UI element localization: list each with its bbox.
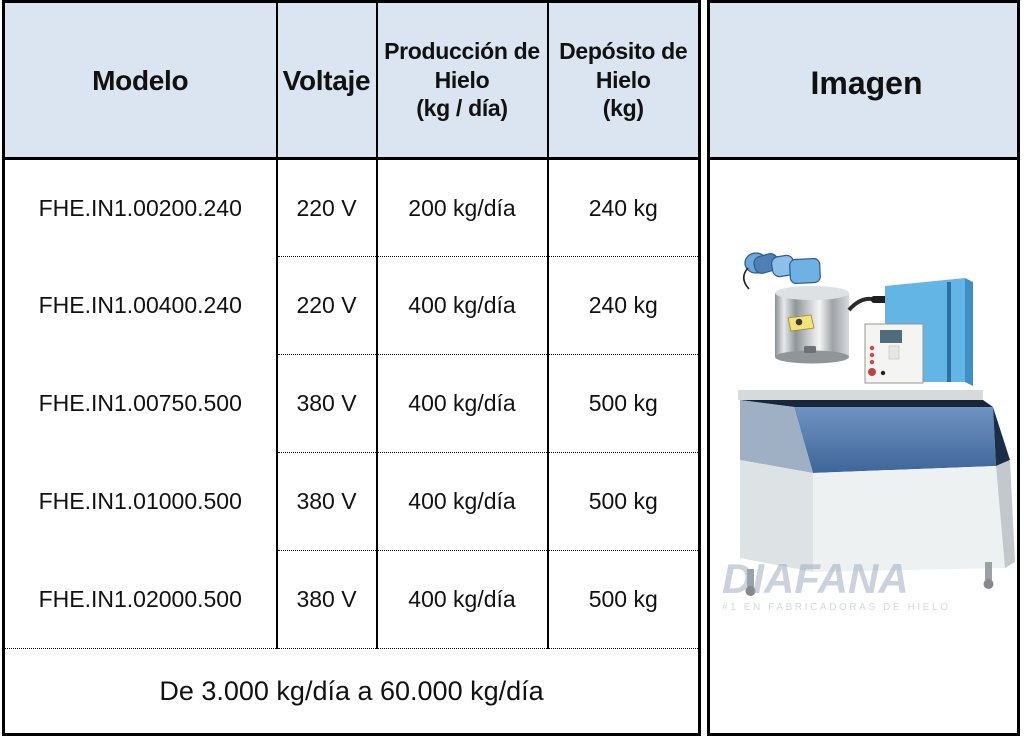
svg-text:#1 EN FABRICADORAS DE HIELO: #1 EN FABRICADORAS DE HIELO: [722, 602, 951, 613]
svg-text:DIAFANA: DIAFANA: [722, 555, 909, 602]
